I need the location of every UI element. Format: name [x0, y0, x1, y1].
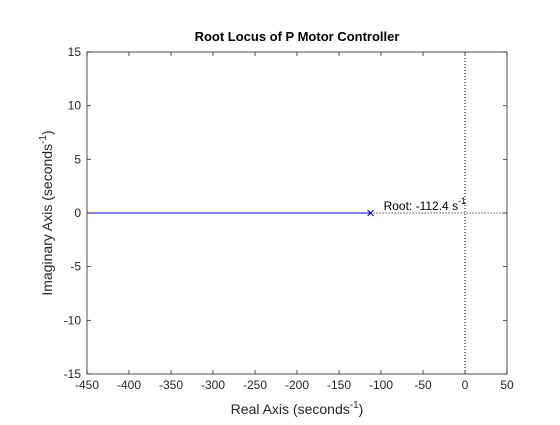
y-axis-label-main: Imaginary Axis (seconds [39, 144, 55, 296]
x-tick-label: -150 [327, 378, 351, 392]
y-axis-label: Imaginary Axis (seconds-1) [38, 130, 55, 295]
y-tick-label: 0 [74, 206, 81, 220]
root-annotation: Root: -112.4 s-1 [384, 196, 467, 213]
chart-title: Root Locus of P Motor Controller [195, 29, 400, 44]
x-tick-label: -50 [414, 378, 432, 392]
x-axis-label: Real Axis (seconds-1) [231, 400, 364, 417]
x-tick-label: -200 [285, 378, 309, 392]
y-axis-label-close: ) [39, 130, 55, 135]
x-tick-label: -250 [243, 378, 267, 392]
y-tick-label: 10 [68, 99, 82, 113]
root-annotation-main: Root: -112.4 s [384, 199, 458, 213]
x-tick-label: -400 [117, 378, 141, 392]
y-tick-label: -15 [64, 367, 82, 381]
x-tick-label: -100 [369, 378, 393, 392]
x-tick-label: -300 [201, 378, 225, 392]
y-tick-label: -5 [70, 260, 81, 274]
x-tick-label: 50 [500, 378, 514, 392]
x-tick-label: 0 [462, 378, 469, 392]
root-annotation-superscript: -1 [458, 196, 466, 206]
y-tick-label: -10 [64, 313, 82, 327]
x-axis-label-close: ) [359, 401, 364, 417]
x-axis-label-main: Real Axis (seconds [231, 401, 350, 417]
y-tick-label: 5 [74, 152, 81, 166]
y-tick-label: 15 [68, 45, 82, 59]
x-tick-label: -350 [159, 378, 183, 392]
